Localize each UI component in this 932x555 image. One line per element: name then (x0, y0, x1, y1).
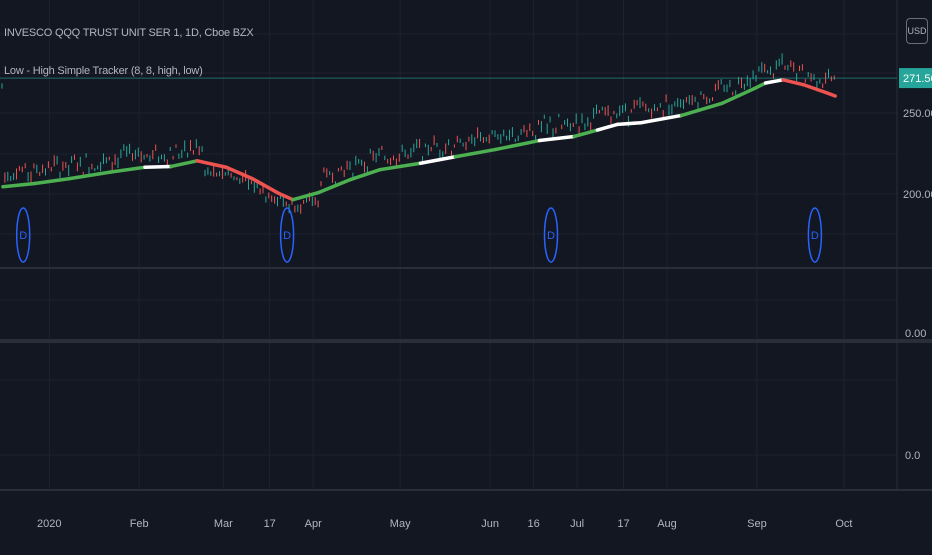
tracker-segment (143, 164, 173, 170)
time-axis-label: May (390, 518, 411, 530)
tracker-segment (720, 86, 756, 106)
time-axis-label: Apr (305, 518, 322, 530)
tracker-segment (679, 101, 724, 118)
dividend-marker-label: D (283, 230, 291, 242)
tracker-segment (595, 122, 620, 132)
dividend-marker[interactable]: D (279, 207, 295, 263)
tracker-segment (224, 165, 255, 181)
tracker-segment (453, 147, 498, 159)
pane3-axis-label: 0.0 (905, 450, 920, 462)
dividend-marker-label: D (811, 230, 819, 242)
dividend-marker-outline (543, 207, 559, 263)
tracker-line (0, 77, 897, 202)
tracker-segment (824, 91, 837, 98)
tracker-segment (195, 159, 228, 170)
time-axis-label: Mar (214, 518, 233, 530)
tracker-segment (33, 176, 72, 186)
tracker-segment (349, 167, 382, 182)
tracker-segment (494, 138, 542, 152)
time-axis-label: Oct (835, 518, 852, 530)
time-axis-label: Feb (130, 518, 149, 530)
tracker-segment (250, 176, 281, 195)
pane2-axis-label: 0.00 (905, 328, 926, 340)
dividend-marker-label: D (547, 230, 555, 242)
dividend-marker-outline (807, 207, 823, 263)
price-axis-label: 250.00 (903, 108, 932, 120)
time-axis-label: 17 (264, 518, 276, 530)
tracker-segment (291, 190, 321, 202)
tracker-segment (537, 134, 576, 143)
currency-label: USD (907, 26, 927, 36)
tracker-segment (615, 120, 643, 127)
price-axis-label: 200.00 (903, 189, 932, 201)
tracker-segment (1, 181, 37, 189)
tracker-segment (781, 78, 806, 87)
tracker-segment (572, 128, 600, 139)
time-axis-label: Jun (481, 518, 499, 530)
time-axis-label: 17 (617, 518, 629, 530)
time-axis-label: Aug (657, 518, 677, 530)
tracker-segment (763, 78, 785, 85)
last-price-label: 271.56 (903, 73, 932, 85)
tracker-segment (418, 154, 458, 165)
dividend-marker[interactable]: D (543, 207, 559, 263)
tracker-segment (108, 165, 147, 174)
tracker-segment (639, 113, 684, 125)
tracker-segment (378, 161, 423, 172)
last-price-badge (899, 68, 932, 89)
dividend-marker-outline (15, 207, 31, 263)
time-axis-label: 16 (527, 518, 539, 530)
time-axis-label: Sep (747, 518, 767, 530)
tracker-segment (276, 191, 295, 202)
price-bars (1, 53, 835, 214)
tracker-segment (317, 177, 353, 195)
indicator-title[interactable]: Low - High Simple Tracker (8, 8, high, l… (4, 65, 203, 77)
price-axis[interactable]: 250.00 200.00 271.56 0.00 0.0 (899, 68, 932, 462)
tracker-segment (801, 82, 829, 95)
pane-separators (0, 0, 932, 491)
time-axis[interactable]: 2020 Feb Mar 17 Apr May Jun 16 Jul 17 Aug Sep Oct (37, 518, 852, 530)
tracker-segment (169, 159, 199, 169)
dividend-marker-outline (279, 207, 295, 263)
tracker-segment (752, 81, 768, 91)
grid (0, 0, 897, 490)
dividend-marker[interactable]: D (15, 207, 31, 263)
time-axis-label: 2020 (37, 518, 61, 530)
dividend-marker[interactable]: D (807, 207, 823, 263)
dividend-marker-label: D (19, 230, 27, 242)
currency-button[interactable]: USD (906, 18, 928, 44)
time-axis-label: Jul (570, 518, 584, 530)
tracker-segment (67, 170, 112, 181)
symbol-title[interactable]: INVESCO QQQ TRUST UNIT SER 1, 1D, Cboe B… (4, 27, 254, 39)
